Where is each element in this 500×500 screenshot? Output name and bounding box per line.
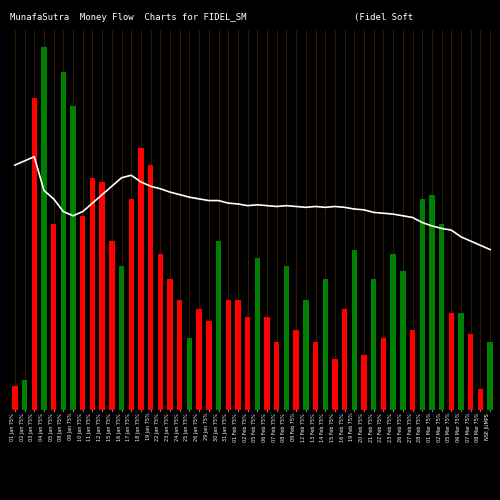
Bar (332, 360, 338, 410)
Bar (313, 342, 318, 410)
Bar (12, 386, 18, 410)
Bar (448, 313, 454, 410)
Bar (196, 308, 202, 410)
Bar (342, 308, 347, 410)
Bar (254, 258, 260, 410)
Bar (264, 317, 270, 410)
Bar (32, 98, 37, 410)
Bar (468, 334, 473, 410)
Bar (322, 279, 328, 410)
Text: MunafaSutra  Money Flow  Charts for FIDEL_SM                    (Fidel Soft: MunafaSutra Money Flow Charts for FIDEL_… (10, 14, 413, 22)
Bar (439, 224, 444, 410)
Bar (352, 250, 357, 410)
Bar (390, 254, 396, 410)
Bar (488, 342, 493, 410)
Bar (70, 106, 76, 410)
Bar (400, 270, 406, 410)
Bar (362, 355, 366, 410)
Bar (119, 266, 124, 410)
Bar (80, 216, 86, 410)
Bar (158, 254, 163, 410)
Bar (138, 148, 143, 410)
Bar (206, 322, 212, 410)
Bar (226, 300, 231, 410)
Bar (177, 300, 182, 410)
Bar (60, 72, 66, 410)
Bar (128, 199, 134, 410)
Bar (51, 224, 57, 410)
Bar (100, 182, 105, 410)
Bar (187, 338, 192, 410)
Bar (90, 178, 95, 410)
Bar (284, 266, 289, 410)
Bar (410, 330, 415, 410)
Bar (303, 300, 308, 410)
Bar (216, 241, 221, 410)
Bar (381, 338, 386, 410)
Bar (274, 342, 280, 410)
Bar (109, 241, 114, 410)
Bar (430, 194, 434, 410)
Bar (458, 313, 464, 410)
Bar (42, 47, 46, 410)
Bar (245, 317, 250, 410)
Bar (420, 199, 425, 410)
Bar (168, 279, 172, 410)
Bar (236, 300, 240, 410)
Bar (478, 389, 483, 410)
Bar (371, 279, 376, 410)
Bar (22, 380, 27, 410)
Bar (294, 330, 299, 410)
Bar (148, 165, 154, 410)
